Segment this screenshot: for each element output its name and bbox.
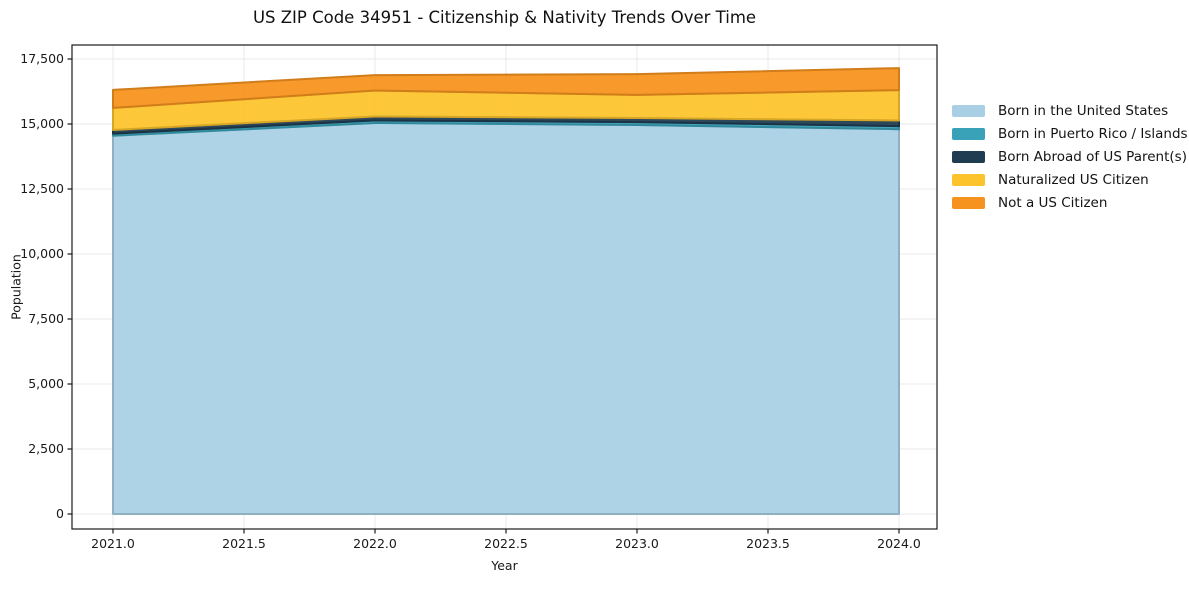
legend-label: Born in the United States [998, 102, 1169, 119]
area-born-in-the-united-states [112, 122, 900, 515]
legend-label: Naturalized US Citizen [998, 171, 1149, 188]
legend-item: Naturalized US Citizen [952, 168, 1188, 191]
legend-item: Born in the United States [952, 99, 1188, 122]
y-axis-label: Population [8, 254, 24, 320]
legend-label: Not a US Citizen [998, 194, 1108, 211]
legend-label: Born in Puerto Rico / Islands [998, 125, 1188, 142]
legend-item: Born Abroad of US Parent(s) [952, 145, 1188, 168]
legend-swatch-naturalized-us-citizen [952, 173, 985, 186]
x-tick-label: 2022.0 [353, 536, 397, 551]
legend-swatch-born-in-the-united-states [952, 104, 985, 117]
chart-title: US ZIP Code 34951 - Citizenship & Nativi… [252, 8, 757, 27]
legend: Born in the United States Born in Puerto … [952, 99, 1188, 214]
x-tick-label: 2021.5 [222, 536, 266, 551]
y-tick-label: 10,000 [20, 246, 64, 261]
x-tick-label: 2024.0 [877, 536, 921, 551]
y-tick-label: 15,000 [20, 116, 64, 131]
plot-border [71, 44, 938, 530]
legend-swatch-born-abroad-of-us-parent-s [952, 150, 985, 163]
x-tick-label: 2023.0 [615, 536, 659, 551]
legend-item: Not a US Citizen [952, 191, 1188, 214]
legend-swatch-born-in-puerto-rico-islands [952, 127, 985, 140]
area-not-a-us-citizen [112, 67, 900, 109]
y-tick-label: 0 [56, 506, 64, 521]
legend-swatch-not-a-us-citizen [952, 196, 985, 209]
legend-label: Born Abroad of US Parent(s) [998, 148, 1187, 165]
y-tick-label: 7,500 [28, 311, 64, 326]
x-axis-label: Year [491, 558, 518, 573]
legend-item: Born in Puerto Rico / Islands [952, 122, 1188, 145]
y-tick-label: 12,500 [20, 181, 64, 196]
y-tick-label: 17,500 [20, 51, 64, 66]
x-tick-label: 2022.5 [484, 536, 528, 551]
y-tick-label: 2,500 [28, 441, 64, 456]
x-tick-label: 2021.0 [91, 536, 135, 551]
y-tick-label: 5,000 [28, 376, 64, 391]
x-tick-label: 2023.5 [746, 536, 790, 551]
